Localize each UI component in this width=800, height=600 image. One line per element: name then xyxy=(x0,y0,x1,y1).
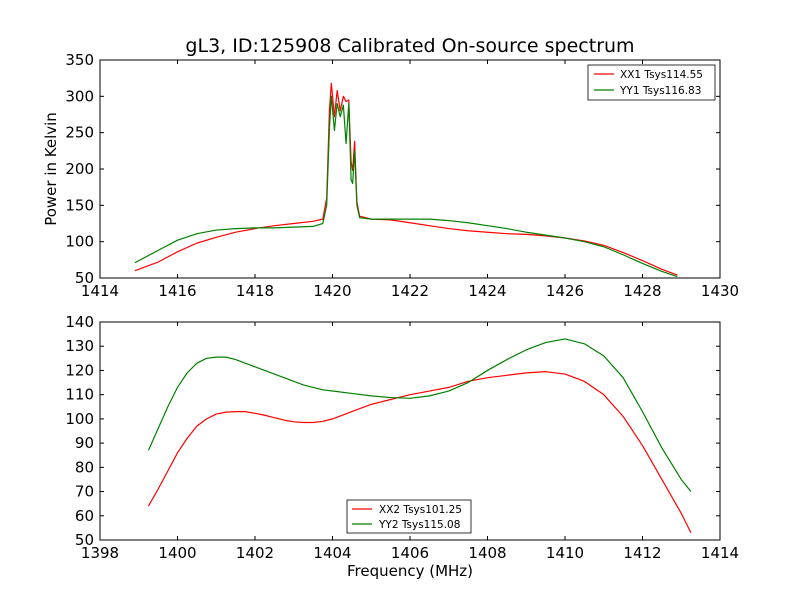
bottom-chart-x-axis-label: Frequency (MHz) xyxy=(347,562,473,580)
top-chart-legend: XX1 Tsys114.55 YY1 Tsys116.83 xyxy=(587,64,716,101)
bottom-chart: Frequency (MHz) 1398 1400 1402 1404 1406 1408… xyxy=(65,313,739,580)
bottom-y-tick-label: 100 xyxy=(65,410,94,428)
top-chart-series xyxy=(134,82,678,278)
bottom-y-tick-label: 50 xyxy=(75,531,94,549)
bottom-x-tick-label: 1408 xyxy=(468,544,506,562)
top-legend-label-xx1: XX1 Tsys114.55 xyxy=(620,69,703,81)
bottom-y-tick-label: 120 xyxy=(65,361,94,379)
bottom-y-tick-label: 60 xyxy=(75,507,94,525)
bottom-y-tick-label: 140 xyxy=(65,313,94,331)
top-chart: gL3, ID:125908 Calibrated On-source spec… xyxy=(42,35,739,300)
top-chart-plot-frame xyxy=(99,59,721,279)
bottom-y-tick-label: 70 xyxy=(75,483,94,501)
top-y-tick-label: 350 xyxy=(65,51,94,69)
top-x-tick-label: 1426 xyxy=(546,282,584,300)
top-x-tick-label: 1418 xyxy=(236,282,274,300)
top-x-tick-label: 1420 xyxy=(313,282,351,300)
bottom-chart-legend: XX2 Tsys101.25 YY2 Tsys115.08 xyxy=(346,499,472,534)
top-x-tick-label: 1430 xyxy=(701,282,739,300)
top-legend-label-yy1: YY1 Tsys116.83 xyxy=(619,85,701,97)
top-y-tick-label: 200 xyxy=(65,160,94,178)
bottom-legend-label-xx2: XX2 Tsys101.25 xyxy=(379,504,462,516)
top-series-line-yy1 xyxy=(134,95,678,278)
bottom-x-tick-label: 1406 xyxy=(391,544,429,562)
top-y-tick-label: 250 xyxy=(65,124,94,142)
bottom-x-tick-label: 1398 xyxy=(81,544,119,562)
top-x-tick-label: 1422 xyxy=(391,282,429,300)
top-chart-ticks: 1414 1416 1418 1420 1422 1424 1426 1428 1430 50 10… xyxy=(65,51,739,300)
bottom-y-tick-label: 130 xyxy=(65,337,94,355)
top-y-tick-label: 300 xyxy=(65,87,94,105)
bottom-chart-series xyxy=(147,338,692,533)
bottom-x-tick-label: 1400 xyxy=(158,544,196,562)
bottom-y-tick-label: 80 xyxy=(75,458,94,476)
bottom-x-tick-label: 1414 xyxy=(701,544,739,562)
bottom-series-line-yy2 xyxy=(147,338,692,492)
top-y-tick-label: 50 xyxy=(75,269,94,287)
bottom-x-tick-label: 1402 xyxy=(236,544,274,562)
bottom-chart-legend-box xyxy=(346,499,472,534)
bottom-legend-label-yy2: YY2 Tsys115.08 xyxy=(378,519,460,531)
bottom-y-tick-label: 110 xyxy=(65,386,94,404)
top-x-tick-label: 1416 xyxy=(158,282,196,300)
top-chart-title: gL3, ID:125908 Calibrated On-source spec… xyxy=(185,35,634,57)
top-x-tick-label: 1414 xyxy=(81,282,119,300)
bottom-chart-plot-frame xyxy=(99,321,721,541)
top-x-tick-label: 1428 xyxy=(623,282,661,300)
bottom-chart-ticks: 1398 1400 1402 1404 1406 1408 1410 1412 1414 50 60… xyxy=(65,313,739,562)
bottom-y-tick-label: 90 xyxy=(75,434,94,452)
top-x-tick-label: 1424 xyxy=(468,282,506,300)
bottom-x-tick-label: 1412 xyxy=(623,544,661,562)
bottom-series-line-xx2 xyxy=(147,371,692,533)
bottom-x-tick-label: 1404 xyxy=(313,544,351,562)
top-y-tick-label: 100 xyxy=(65,233,94,251)
top-chart-legend-box xyxy=(587,64,716,101)
bottom-x-tick-label: 1410 xyxy=(546,544,584,562)
top-chart-y-axis-label: Power in Kelvin xyxy=(42,112,60,226)
top-y-tick-label: 150 xyxy=(65,196,94,214)
